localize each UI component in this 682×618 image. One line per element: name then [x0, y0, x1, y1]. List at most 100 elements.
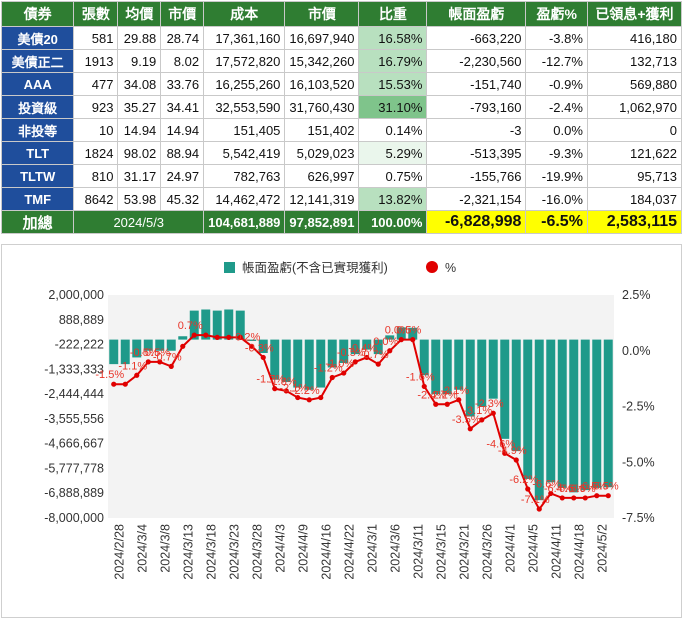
pct-data-label: -1.7%	[256, 374, 285, 386]
pct-point	[134, 372, 140, 378]
pct-data-label: -0.7%	[360, 349, 389, 361]
pct-data-label: -0.7%	[153, 351, 182, 363]
pct-data-label: -0.5%	[130, 347, 159, 359]
pct-point	[180, 343, 186, 349]
pct-data-label: -2.2%	[429, 389, 458, 401]
x-tick-label: 2024/5/2	[596, 524, 610, 573]
x-tick-label: 2024/3/21	[458, 524, 472, 580]
cell-income: 132,713	[586, 49, 682, 73]
x-tick-label: 2024/4/5	[527, 524, 541, 573]
pct-point	[479, 417, 485, 423]
total-label: 加總	[0, 210, 75, 234]
pnl-bar	[454, 339, 464, 390]
pct-point	[226, 334, 232, 340]
cell-qty: 10	[73, 118, 119, 142]
cell-weight: 13.82%	[358, 187, 428, 211]
pnl-bar	[373, 339, 383, 355]
pnl-bar	[201, 309, 211, 340]
pct-data-label: -2.1%	[279, 383, 308, 395]
pnl-bar	[258, 339, 268, 353]
cell-pnl: -2,321,154	[426, 187, 527, 211]
pnl-bar	[270, 339, 280, 380]
left-tick-label: -2,444,444	[44, 387, 104, 401]
cell-pnl: -663,220	[426, 26, 527, 50]
pct-point	[145, 359, 151, 365]
x-tick-label: 2024/4/22	[343, 524, 357, 580]
pnl-bar	[500, 339, 510, 439]
x-tick-label: 2024/3/23	[228, 524, 242, 580]
pct-data-label: 0.2%	[235, 331, 260, 343]
cell-pnl: -513,395	[426, 141, 527, 165]
pct-data-label: -6.4%	[544, 483, 573, 495]
pct-data-label: -0.4%	[348, 342, 377, 354]
pnl-bar	[166, 339, 176, 351]
cell-mkt: 45.32	[160, 187, 205, 211]
pct-point	[548, 490, 554, 497]
cell-pnl: -155,766	[426, 164, 527, 188]
pct-data-label: -0.5%	[141, 347, 170, 359]
cell-qty: 477	[73, 72, 119, 96]
pnl-bar	[362, 339, 372, 350]
cell-cost: 782,763	[203, 164, 286, 188]
header-pnlpct: 盈虧%	[525, 1, 588, 27]
cell-avg: 31.17	[117, 164, 162, 188]
pnl-bar	[511, 339, 521, 452]
cell-pnlpct: -0.9%	[525, 72, 588, 96]
cell-value: 151,402	[284, 118, 360, 142]
pnl-bar	[523, 339, 533, 479]
pct-data-label: -6.6%	[567, 483, 596, 495]
total-pnl: -6,828,998	[426, 210, 527, 234]
pnl-bar	[339, 339, 349, 364]
cell-weight: 15.53%	[358, 72, 428, 96]
cell-income: 416,180	[586, 26, 682, 50]
pnl-bar	[155, 339, 165, 351]
pct-data-label: -2.3%	[475, 398, 504, 410]
pnl-bar	[293, 339, 303, 388]
x-tick-label: 2024/4/1	[504, 524, 518, 573]
pnl-bar	[247, 339, 257, 341]
cell-cost: 5,542,419	[203, 141, 286, 165]
table-row: 非投等 10 14.94 14.94 151,405 151,402 0.14% -3 0.0%…	[0, 118, 682, 142]
cell-name: 投資級	[0, 95, 75, 119]
pnl-bar	[350, 339, 360, 355]
cell-mkt: 34.41	[160, 95, 205, 119]
pnl-bar	[442, 339, 452, 395]
pct-data-label: -0.5%	[337, 347, 366, 359]
pct-point	[249, 343, 255, 349]
cell-pnl: -793,160	[426, 95, 527, 119]
x-tick-label: 2024/3/4	[136, 524, 150, 573]
pct-point	[490, 410, 496, 416]
left-tick-label: -4,666,667	[44, 437, 104, 451]
x-tick-label: 2024/4/11	[550, 524, 564, 579]
table-row: TMF 8642 53.98 45.32 14,462,472 12,141,319 13.…	[0, 187, 682, 211]
table-row: TLT 1824 98.02 88.94 5,542,419 5,029,023 5.29%…	[0, 141, 682, 165]
pnl-bar	[132, 339, 142, 358]
pct-point	[605, 493, 611, 499]
cell-income: 569,880	[586, 72, 682, 96]
pct-point	[398, 337, 404, 343]
cell-cost: 151,405	[203, 118, 286, 142]
table-row: TLTW 810 31.17 24.97 782,763 626,997 0.75% -155…	[0, 164, 682, 188]
x-tick-label: 2024/4/9	[297, 524, 311, 573]
cell-value: 16,103,520	[284, 72, 360, 96]
pct-point	[421, 383, 427, 390]
pct-data-label: -4.9%	[498, 445, 527, 457]
right-tick-label: 2.5%	[622, 288, 651, 302]
pct-point	[352, 359, 358, 365]
pct-data-label: -1.5%	[95, 369, 124, 381]
pct-point	[433, 401, 439, 407]
total-cost: 104,681,889	[203, 210, 286, 234]
x-tick-label: 2024/4/3	[274, 524, 288, 573]
pnl-bar	[316, 339, 326, 388]
pnl-bar	[431, 339, 441, 395]
pnl-bar	[534, 339, 544, 501]
pct-point	[571, 495, 577, 501]
pct-data-label: -2.2%	[291, 385, 320, 397]
pct-point	[594, 493, 600, 499]
x-tick-label: 2024/3/8	[159, 524, 173, 573]
pct-data-label: -6.2%	[509, 474, 538, 486]
x-tick-label: 2024/3/11	[412, 524, 426, 579]
pnl-chart: 帳面盈虧(不含已實現獲利) % 2,000,000 888,889 -222,222 -1…	[44, 260, 655, 580]
right-tick-label: -2.5%	[622, 400, 655, 414]
cell-cost: 17,361,160	[203, 26, 286, 50]
